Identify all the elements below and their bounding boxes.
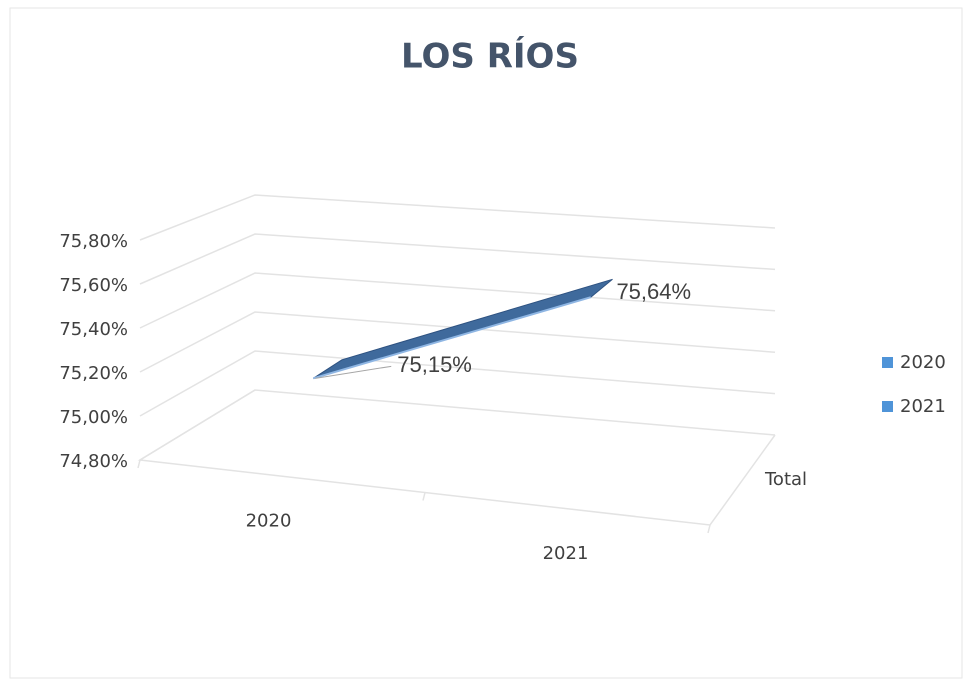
chart-border [9, 7, 963, 679]
data-label: 75,15% [397, 352, 472, 377]
legend-label: 2020 [900, 352, 946, 373]
grid-line [139, 389, 776, 461]
y-tick-label: 74,80% [59, 451, 128, 472]
y-tick-label: 75,20% [59, 363, 128, 384]
leader-line [315, 365, 392, 379]
x-tick [707, 524, 711, 534]
grid-line [139, 311, 776, 373]
grid-line [139, 233, 776, 285]
legend-label: 2021 [900, 396, 946, 417]
line [313, 296, 592, 380]
depth-label: Total [764, 469, 807, 490]
x-tick [137, 459, 141, 469]
y-tick-label: 75,00% [59, 407, 128, 428]
data-label: 75,64% [616, 279, 691, 304]
grid-line [139, 194, 776, 241]
x-tick-label: 2021 [543, 543, 589, 564]
chart-title: LOS RÍOS [401, 36, 579, 77]
legend-swatch [882, 401, 893, 412]
x-tick [422, 492, 426, 501]
x-tick-label: 2020 [246, 510, 292, 531]
grid-line [139, 350, 776, 417]
y-tick-label: 75,40% [59, 319, 128, 340]
grid-line [139, 272, 776, 329]
y-tick-label: 75,60% [59, 275, 128, 296]
y-tick-label: 75,80% [59, 231, 128, 252]
legend-swatch [882, 357, 893, 368]
